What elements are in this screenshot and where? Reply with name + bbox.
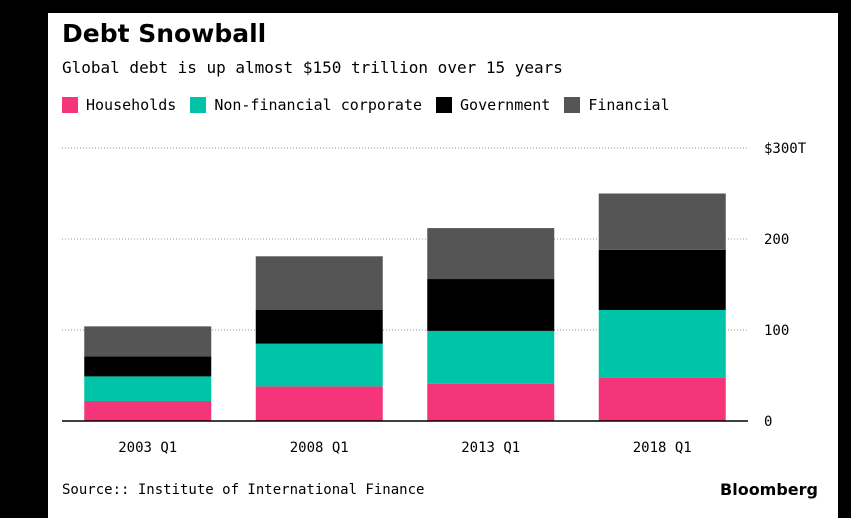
bar-segment-government-1 <box>255 309 383 344</box>
bar-segment-non-financial-corporate-1 <box>255 343 383 387</box>
bar-segment-non-financial-corporate-0 <box>84 376 212 401</box>
legend-swatch-non-financial-corporate <box>190 97 207 113</box>
legend-swatch-households <box>62 97 78 113</box>
bar-segment-government-3 <box>598 249 726 310</box>
legend-label-financial: Financial <box>588 96 670 114</box>
bar-segment-financial-3 <box>598 193 726 250</box>
legend-item-government: Government <box>436 96 550 114</box>
bar-segment-government-0 <box>84 356 212 377</box>
bar-segment-government-2 <box>427 279 555 331</box>
bar-segment-households-0 <box>84 400 212 421</box>
bar-segment-financial-0 <box>84 326 212 357</box>
bar-segment-non-financial-corporate-2 <box>427 330 555 384</box>
source-note: Source:: Institute of International Fina… <box>62 482 425 498</box>
legend-label-households: Households <box>86 96 177 114</box>
stacked-bar-chart: 0 100 200 $300T 2003 Q1 2008 Q1 2013 Q1 2018 Q1 <box>62 141 807 456</box>
bloomberg-logo: Bloomberg <box>720 480 818 499</box>
y-tick-label: 0 <box>764 414 772 430</box>
bar-segment-households-3 <box>598 377 726 421</box>
chart-subtitle: Global debt is up almost $150 trillion o… <box>62 58 563 77</box>
bar-segment-households-2 <box>427 383 555 421</box>
y-tick-label: 100 <box>764 323 789 339</box>
legend-swatch-financial <box>564 97 581 113</box>
legend-item-non-financial-corporate: Non-financial corporate <box>190 96 422 114</box>
chart-card: Debt Snowball Global debt is up almost $… <box>48 13 838 518</box>
legend-swatch-government <box>436 97 453 113</box>
legend: Households Non-financial corporate Gover… <box>62 96 684 114</box>
x-tick-label: 2008 Q1 <box>290 440 349 456</box>
legend-label-government: Government <box>460 96 551 114</box>
x-tick-label: 2003 Q1 <box>118 440 177 456</box>
bar-segment-financial-1 <box>255 256 383 310</box>
bar-segment-financial-2 <box>427 228 555 280</box>
legend-item-financial: Financial <box>564 96 670 114</box>
legend-item-households: Households <box>62 96 176 114</box>
legend-label-non-financial-corporate: Non-financial corporate <box>214 96 423 114</box>
y-tick-label: $300T <box>764 141 807 157</box>
bar-segment-households-1 <box>255 386 383 421</box>
bar-segment-non-financial-corporate-3 <box>598 309 726 378</box>
y-tick-label: 200 <box>764 232 789 248</box>
x-tick-label: 2018 Q1 <box>633 440 692 456</box>
chart-title: Debt Snowball <box>62 19 267 48</box>
x-tick-label: 2013 Q1 <box>461 440 520 456</box>
